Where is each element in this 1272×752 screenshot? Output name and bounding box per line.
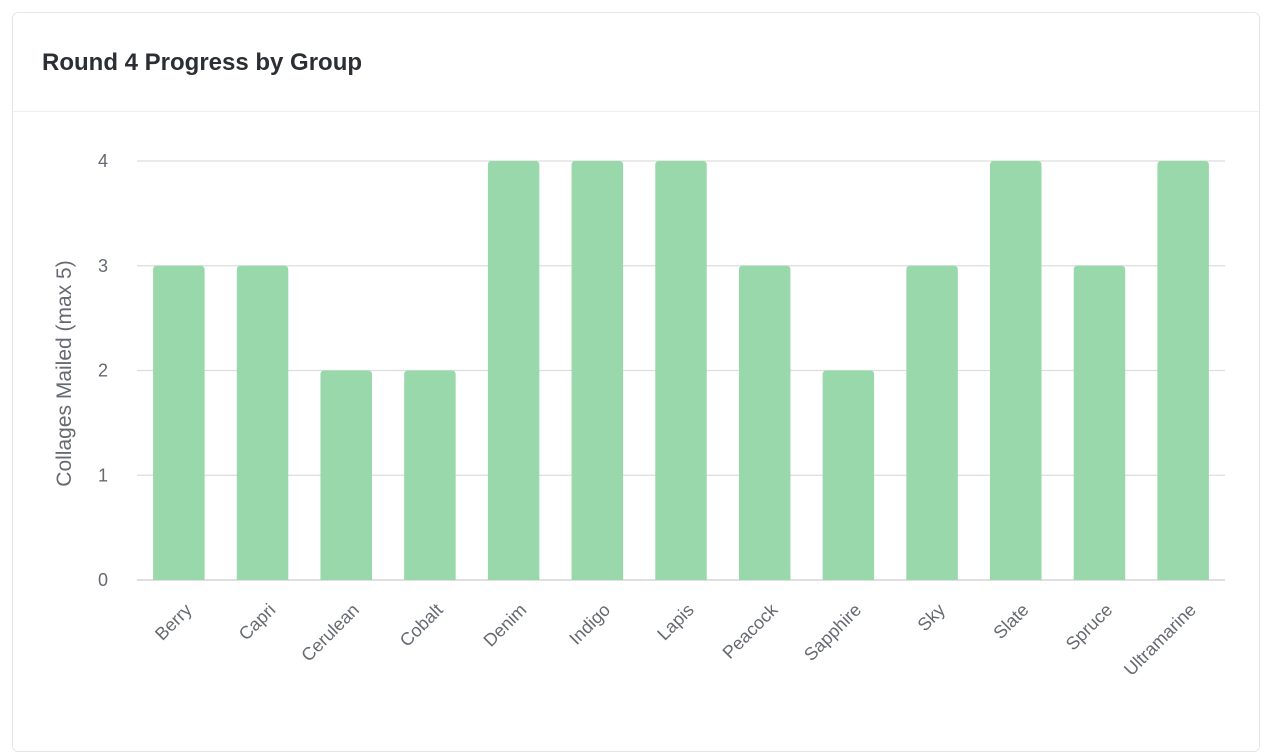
y-tick-label: 4 — [98, 151, 108, 171]
x-tick-label-denim: Denim — [480, 600, 531, 651]
x-tick-label-cerulean: Cerulean — [297, 600, 363, 666]
bar-capri[interactable] — [236, 265, 289, 580]
y-axis-title: Collages Mailed (max 5) — [53, 260, 76, 486]
x-tick-label-capri: Capri — [235, 600, 280, 645]
y-tick-label: 2 — [98, 361, 108, 381]
bar-cobalt[interactable] — [404, 370, 456, 581]
bar-sky[interactable] — [906, 265, 958, 580]
bar-spruce[interactable] — [1073, 265, 1126, 580]
bar-series — [153, 161, 1209, 580]
bar-ultramarine[interactable] — [1157, 161, 1209, 580]
bar-sapphire[interactable] — [822, 370, 875, 581]
x-axis-labels: Berry Capri Cerulean Cobalt Denim Indigo Lapis… — [151, 599, 1200, 680]
bar-indigo[interactable] — [571, 161, 624, 580]
x-tick-label-peacock: Peacock — [719, 599, 783, 663]
x-tick-label-slate: Slate — [989, 600, 1032, 643]
bar-cerulean[interactable] — [320, 370, 372, 581]
y-tick-label: 3 — [98, 256, 108, 276]
chart-card: Round 4 Progress by Group — [12, 12, 1260, 752]
x-tick-label-indigo: Indigo — [565, 600, 614, 649]
x-tick-label-berry: Berry — [151, 600, 196, 645]
bar-peacock[interactable] — [738, 265, 791, 580]
bar-denim[interactable] — [487, 161, 540, 580]
x-tick-label-lapis: Lapis — [653, 600, 698, 645]
card-title: Round 4 Progress by Group — [42, 49, 363, 76]
y-axis-ticks: 0 1 2 3 4 — [98, 151, 108, 590]
card-header: Round 4 Progress by Group — [13, 13, 1259, 112]
x-tick-label-cobalt: Cobalt — [396, 600, 447, 651]
bar-slate[interactable] — [990, 161, 1042, 580]
y-tick-label: 1 — [98, 465, 108, 485]
x-tick-label-sky: Sky — [914, 600, 949, 635]
bar-lapis[interactable] — [655, 161, 707, 580]
x-tick-label-ultramarine: Ultramarine — [1120, 600, 1200, 680]
x-tick-label-sapphire: Sapphire — [800, 600, 865, 665]
y-tick-label: 0 — [98, 570, 108, 590]
x-tick-label-spruce: Spruce — [1062, 600, 1116, 654]
bar-berry[interactable] — [153, 265, 205, 580]
bar-chart: 0 1 2 3 4 Berry Capri Cerulean Cobalt Denim Indig… — [53, 151, 1225, 680]
